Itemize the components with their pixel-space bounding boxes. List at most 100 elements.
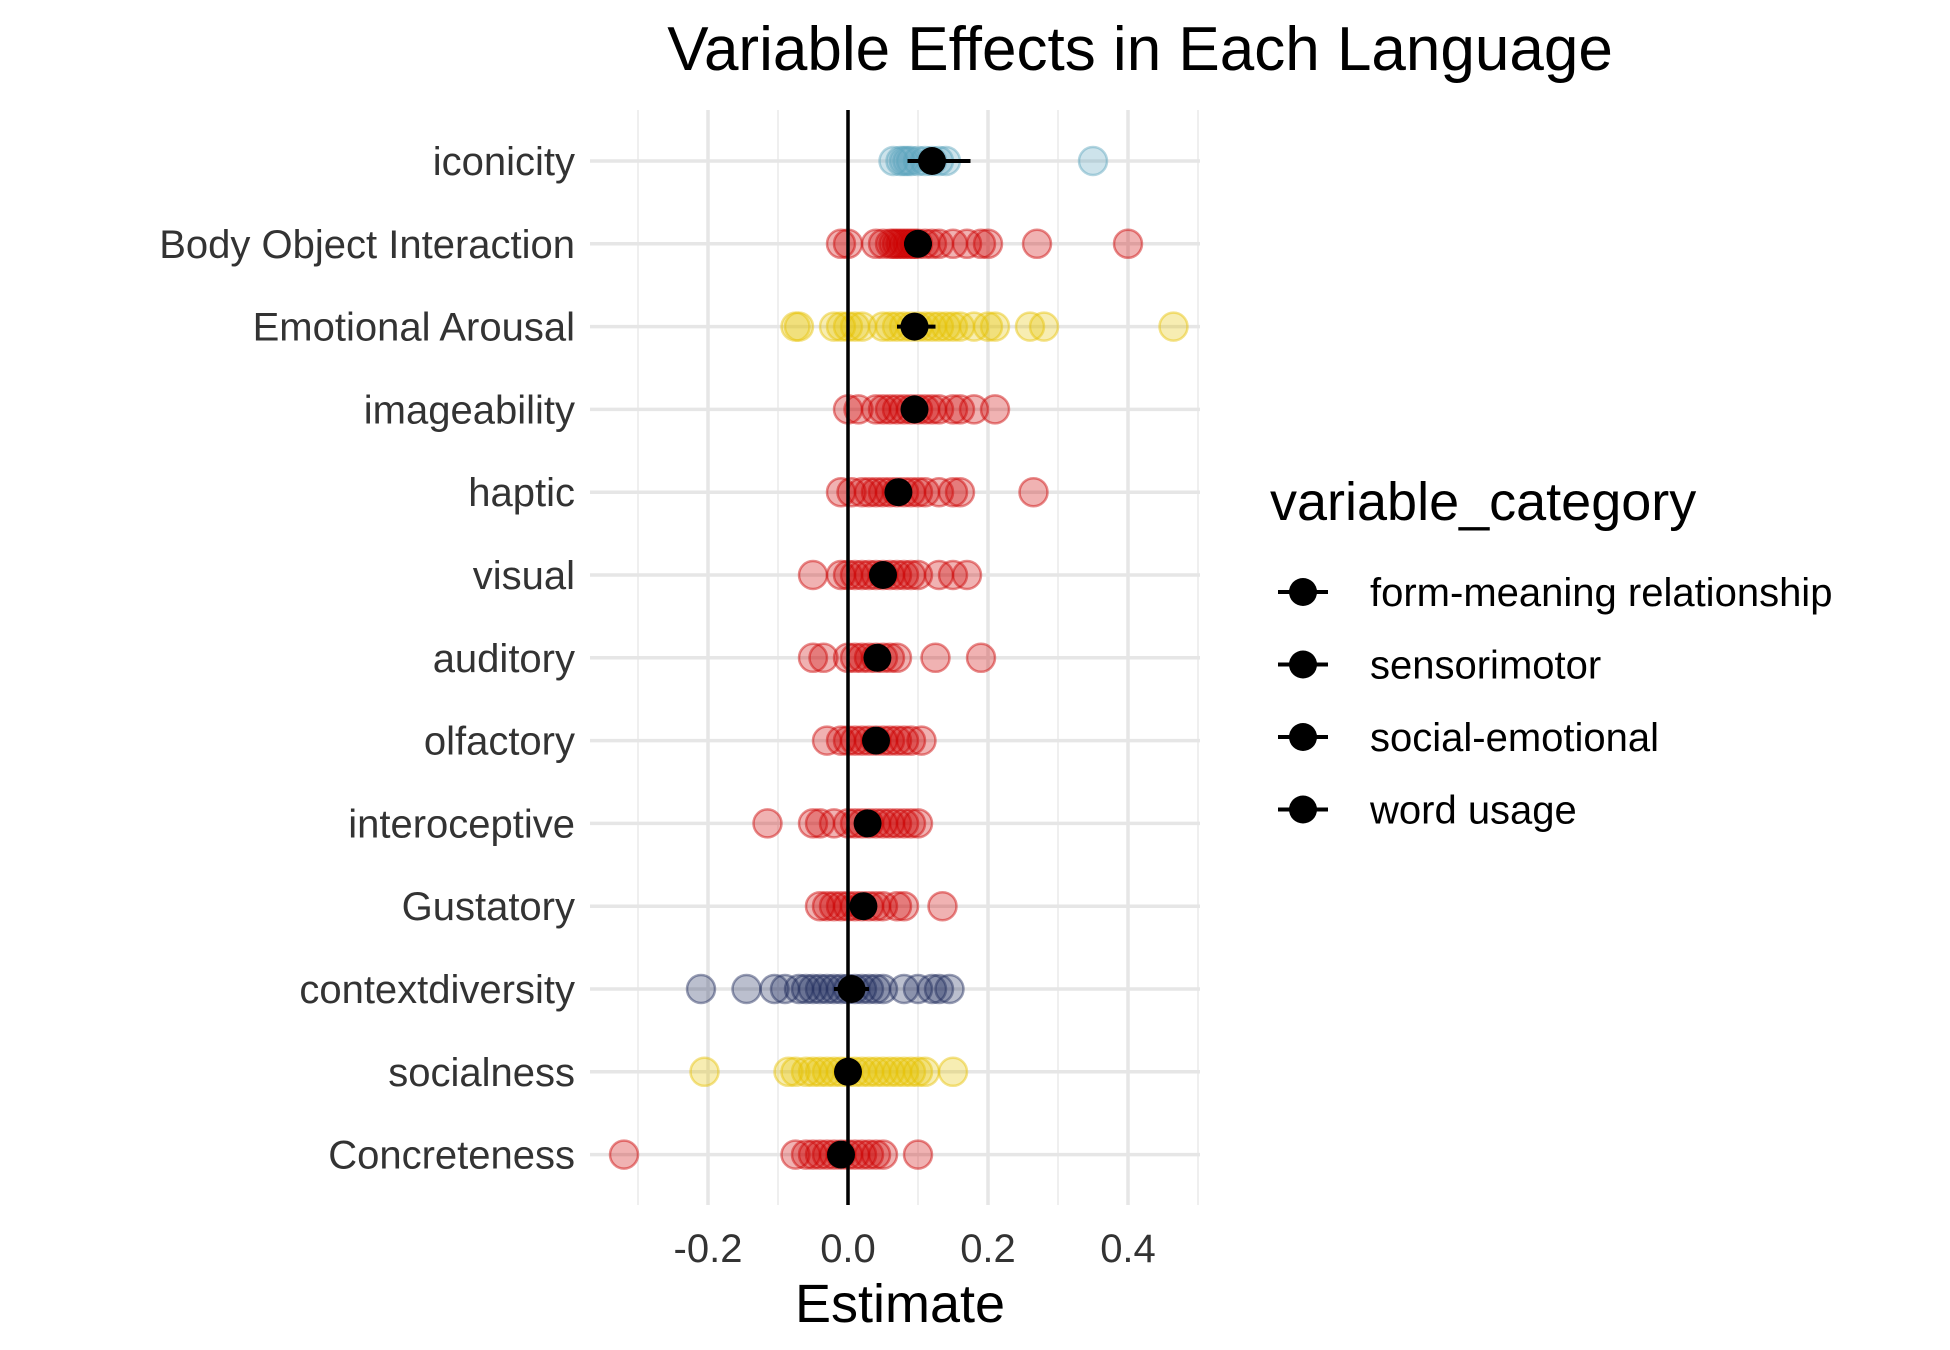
data-point xyxy=(902,1139,934,1170)
data-point xyxy=(895,808,927,839)
data-point xyxy=(979,311,1011,342)
data-point xyxy=(951,559,983,591)
legend-label: form-meaning relationship xyxy=(1370,571,1832,615)
data-point xyxy=(958,394,990,425)
legend: variable_category form-meaning relations… xyxy=(1270,472,1832,833)
data-point xyxy=(752,808,783,839)
data-point xyxy=(944,394,976,425)
data-point xyxy=(972,228,1004,260)
y-tick-label: iconicity xyxy=(433,140,575,184)
data-point xyxy=(689,1056,720,1088)
mean-point xyxy=(862,726,890,755)
legend-label: word usage xyxy=(1369,789,1577,833)
data-point xyxy=(867,228,899,260)
data-point xyxy=(895,725,927,756)
chart-title: Variable Effects in Each Language xyxy=(667,15,1613,84)
data-point xyxy=(888,808,920,839)
data-point xyxy=(867,1056,899,1088)
mean-markers xyxy=(827,147,971,1169)
y-tick-label: imageability xyxy=(364,388,575,432)
data-point xyxy=(937,476,969,508)
data-point xyxy=(780,1056,811,1088)
data-point xyxy=(790,1139,822,1170)
data-point xyxy=(944,311,976,342)
data-point xyxy=(804,808,836,839)
data-point xyxy=(937,559,969,591)
data-point xyxy=(790,973,822,1005)
data-point xyxy=(906,725,937,756)
data-point xyxy=(1021,228,1053,260)
data-point xyxy=(773,1056,804,1088)
data-point xyxy=(860,228,892,260)
y-tick-label: Body Object Interaction xyxy=(159,223,575,267)
legend-title: variable_category xyxy=(1270,472,1696,532)
data-point xyxy=(909,1056,941,1088)
data-point xyxy=(783,311,815,342)
data-point xyxy=(916,973,948,1005)
data-point xyxy=(783,973,815,1005)
data-point xyxy=(731,973,762,1005)
data-point xyxy=(923,973,955,1005)
data-point xyxy=(902,1056,934,1088)
data-point xyxy=(951,228,983,260)
data-point xyxy=(937,228,969,260)
data-points xyxy=(608,145,1189,1170)
mean-point xyxy=(834,1057,862,1086)
data-point xyxy=(902,808,934,839)
data-point xyxy=(769,973,801,1005)
data-point xyxy=(797,559,829,591)
legend-key-point xyxy=(1289,578,1317,606)
data-point xyxy=(797,973,829,1005)
y-tick-labels: iconicity Body Object Interaction Emotiona… xyxy=(159,140,575,1178)
x-tick-label: -0.2 xyxy=(674,1227,743,1271)
data-point xyxy=(972,311,1004,342)
data-point xyxy=(797,808,829,839)
data-point xyxy=(843,394,874,425)
data-point xyxy=(811,890,843,922)
data-point xyxy=(1077,145,1109,177)
data-point xyxy=(1014,311,1046,342)
data-point xyxy=(1028,311,1060,342)
mean-point xyxy=(904,229,932,258)
data-point xyxy=(860,1139,892,1170)
mean-point xyxy=(863,643,892,672)
data-point xyxy=(944,476,976,508)
data-point xyxy=(888,890,920,922)
y-tick-label: visual xyxy=(473,554,575,598)
data-point xyxy=(759,973,790,1005)
data-point xyxy=(808,642,839,674)
x-tick-label: 0.0 xyxy=(820,1227,876,1271)
data-point xyxy=(979,394,1011,425)
mean-point xyxy=(827,1140,855,1169)
data-point xyxy=(780,1139,811,1170)
data-point xyxy=(797,642,829,674)
x-tick-labels: -0.2 0.0 0.2 0.4 xyxy=(674,1227,1156,1271)
data-point xyxy=(811,725,843,756)
x-tick-label: 0.4 xyxy=(1100,1227,1156,1271)
data-point xyxy=(853,476,885,508)
mean-point xyxy=(853,809,882,838)
mean-point xyxy=(837,975,866,1003)
data-point xyxy=(923,559,955,591)
mean-point xyxy=(869,561,897,589)
data-point xyxy=(937,394,969,425)
data-point xyxy=(1158,311,1189,342)
mean-point xyxy=(884,478,913,507)
data-point xyxy=(790,1056,822,1088)
y-tick-label: Emotional Arousal xyxy=(253,306,575,350)
data-point xyxy=(608,1139,640,1170)
data-point xyxy=(902,559,934,591)
data-point xyxy=(888,1056,920,1088)
data-point xyxy=(881,1056,913,1088)
legend-key-point xyxy=(1289,723,1317,751)
data-point xyxy=(881,890,913,922)
data-point xyxy=(797,1056,829,1088)
data-point xyxy=(934,973,965,1005)
data-point xyxy=(685,973,717,1005)
y-tick-label: socialness xyxy=(388,1051,575,1095)
data-point xyxy=(927,890,958,922)
mean-point xyxy=(900,312,929,341)
data-point xyxy=(965,228,997,260)
data-point xyxy=(836,476,867,508)
